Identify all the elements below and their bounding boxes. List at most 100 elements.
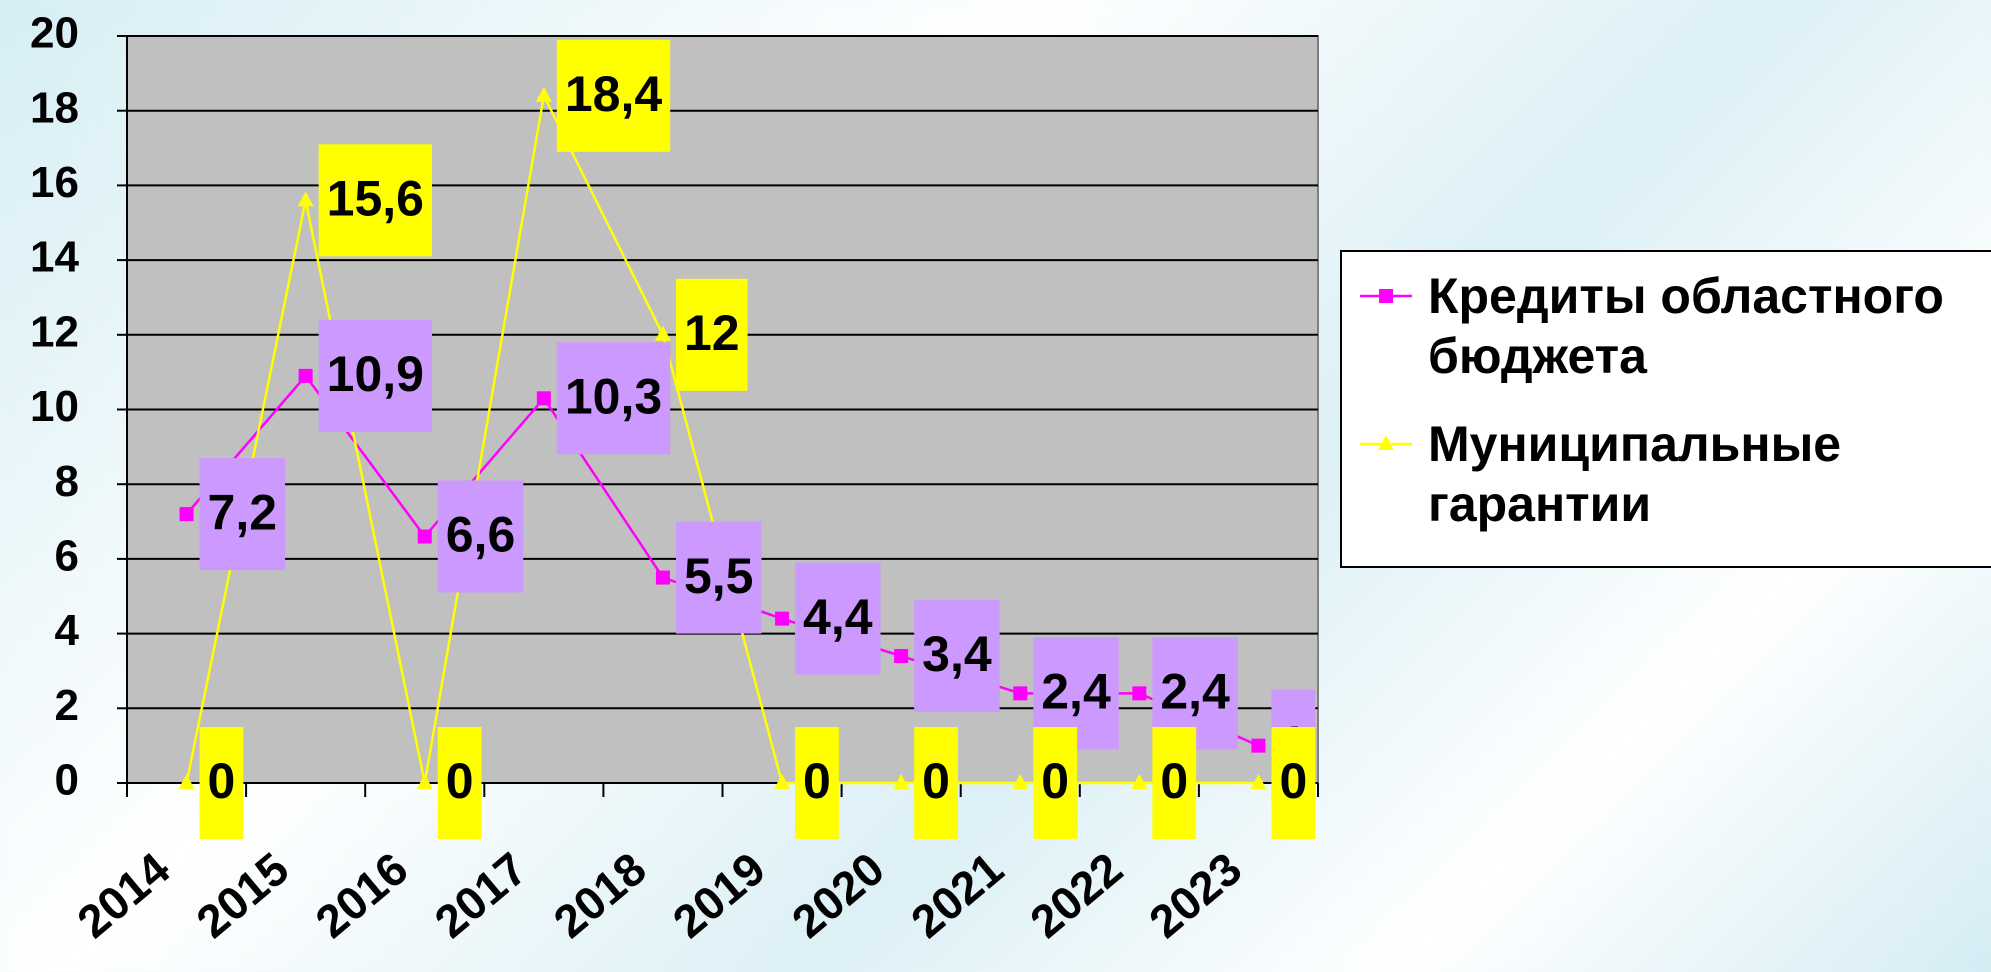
data-point [1250,774,1267,789]
data-label: 0 [1152,727,1197,839]
data-label-box [437,480,524,593]
data-label-text: 0 [803,753,831,809]
legend-marker [1379,289,1393,303]
data-label: 3,4 [914,600,1000,713]
data-label-text: 0 [208,753,236,809]
legend-swatch [1360,289,1412,303]
data-point [536,391,551,406]
y-tick-label: 10 [30,382,79,431]
data-label-text: 0 [1041,753,1069,809]
data-label-text: 7,2 [208,484,278,540]
legend-label: Муниципальные гарантии [1428,416,1842,532]
data-label: 10,9 [318,319,432,432]
data-point [298,368,313,383]
data-point [655,570,670,585]
data-label: 18,4 [556,39,671,152]
y-tick-label: 0 [55,756,79,805]
data-label-box [675,278,748,391]
data-point [893,774,910,789]
x-tick-label: 2015 [187,842,299,948]
legend-swatch [1360,435,1412,450]
data-label-box [556,342,671,455]
data-point [179,507,194,522]
data-label: 10,3 [556,342,671,455]
data-label: 0 [1271,727,1316,839]
data-label: 0 [795,727,839,839]
data-label-text: 4,4 [803,589,873,645]
data-point [894,649,909,664]
data-label-text: 5,5 [684,548,754,604]
y-tick-label: 20 [30,9,79,58]
data-label-box [1271,727,1316,839]
x-tick-label: 2018 [544,842,656,948]
data-label-box [318,144,432,257]
data-label: 5,5 [675,521,762,634]
data-label-text: 10,9 [327,346,424,402]
data-label-text: 0 [922,753,950,809]
data-point [774,774,791,789]
x-tick-label: 2022 [1020,842,1132,948]
data-label-text: 0 [1279,753,1307,809]
data-label-box [199,727,244,839]
data-label-text: 2,4 [1160,664,1230,720]
data-label-box [1152,727,1197,839]
data-label-box [795,727,839,839]
data-point [1132,686,1147,701]
data-point [178,774,195,789]
data-label-box [437,727,482,839]
data-point [416,774,433,789]
data-label-text: 18,4 [565,66,663,122]
data-label-box [556,39,671,152]
y-tick-label: 4 [55,606,80,655]
x-tick-label: 2014 [67,842,179,948]
data-point [1131,774,1148,789]
y-tick-label: 2 [55,681,79,730]
x-tick-label: 2023 [1139,842,1251,948]
y-tick-label: 12 [30,307,79,356]
y-tick-label: 6 [55,532,79,581]
data-label-text: 3,4 [922,626,992,682]
data-label: 0 [199,727,244,839]
data-label: 0 [437,727,482,839]
x-tick-label: 2021 [901,842,1013,948]
y-tick-label: 18 [30,83,79,132]
data-point [1251,738,1266,753]
legend: Кредиты областного бюджета Муниципальные … [1340,250,1991,568]
x-tick-label: 2019 [663,842,775,948]
data-label-text: 0 [446,753,474,809]
data-point [535,86,552,102]
data-label-text: 0 [1160,753,1188,809]
data-label-text: 10,3 [565,368,662,424]
data-label-box [199,458,286,571]
data-label-text: 15,6 [327,171,424,227]
data-label: 0 [1033,727,1078,839]
data-label: 12 [675,278,748,391]
data-point [1012,774,1029,789]
x-tick-label: 2017 [425,842,537,948]
data-label-box [1033,727,1078,839]
data-label: 15,6 [318,144,432,257]
data-point [1013,686,1028,701]
y-tick-label: 16 [30,158,79,207]
data-label: 6,6 [437,480,524,593]
data-label-box [795,562,881,675]
data-label-text: 2,4 [1041,664,1111,720]
data-label-text: 12 [684,305,740,361]
data-label-box [914,727,958,839]
legend-label: Кредиты областного бюджета [1428,268,1944,384]
data-point [297,191,314,207]
legend-marker [1378,435,1394,450]
data-label-box [318,319,432,432]
data-label-text: 6,6 [446,507,516,563]
data-label-box [914,600,1000,713]
data-point [417,529,432,544]
y-tick-label: 14 [30,233,79,282]
y-tick-label: 8 [55,457,79,506]
x-tick-label: 2020 [782,842,894,948]
x-tick-label: 2016 [306,842,418,948]
data-point [775,611,790,626]
data-label: 0 [914,727,958,839]
data-label: 4,4 [795,562,881,675]
